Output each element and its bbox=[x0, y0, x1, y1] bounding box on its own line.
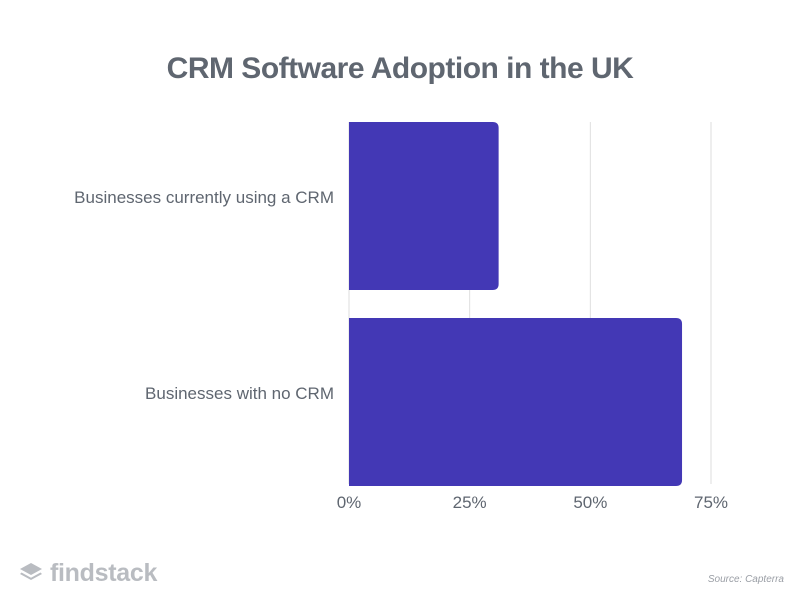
x-tick-label: 0% bbox=[337, 493, 362, 512]
x-tick-label: 75% bbox=[694, 493, 728, 512]
x-tick-label: 25% bbox=[453, 493, 487, 512]
bar bbox=[349, 318, 683, 486]
category-label: Businesses with no CRM bbox=[145, 384, 334, 403]
layers-icon bbox=[20, 563, 42, 580]
category-labels: Businesses currently using a CRM Business… bbox=[74, 188, 334, 403]
findstack-logo: findstack bbox=[18, 558, 157, 588]
x-tick-label: 50% bbox=[573, 493, 607, 512]
bars bbox=[349, 122, 683, 486]
bar bbox=[349, 122, 499, 290]
category-label: Businesses currently using a CRM bbox=[74, 188, 334, 207]
chart-title: CRM Software Adoption in the UK bbox=[166, 52, 634, 85]
logo-wordmark: findstack bbox=[50, 558, 158, 587]
x-axis-tick-labels: 0% 25% 50% 75% bbox=[337, 493, 728, 512]
source-note: Source: Capterra bbox=[707, 574, 784, 585]
